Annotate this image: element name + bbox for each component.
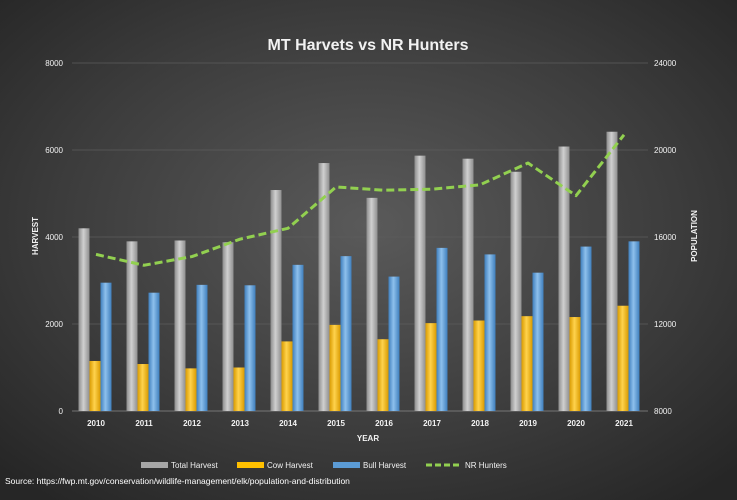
y2-tick-label: 20000: [654, 146, 677, 155]
bar-bull-harvest: [388, 276, 400, 411]
x-tick-label: 2013: [231, 419, 249, 428]
bar-bull-harvest: [196, 284, 208, 411]
x-tick-label: 2012: [183, 419, 201, 428]
bar-total-harvest: [318, 163, 330, 411]
legend-swatch-bull-harvest: [333, 462, 360, 468]
bar-total-harvest: [414, 155, 426, 411]
bar-cow-harvest: [569, 317, 581, 411]
bar-total-harvest: [126, 241, 138, 411]
bars-layer: [78, 131, 640, 412]
bar-bull-harvest: [580, 246, 592, 411]
bar-total-harvest: [366, 197, 378, 411]
bar-total-harvest: [222, 242, 234, 411]
y-tick-label: 0: [59, 407, 64, 416]
x-tick-label: 2017: [423, 419, 441, 428]
ticks-layer: 0 2000 4000 6000 8000 8000 12000 16000 20000 2400…: [45, 59, 677, 428]
y-tick-label: 4000: [45, 233, 63, 242]
bar-bull-harvest: [100, 282, 112, 411]
y-tick-label: 6000: [45, 146, 63, 155]
grid-layer: [72, 62, 648, 412]
y2-axis-title: POPULATION: [690, 210, 699, 262]
bar-bull-harvest: [436, 247, 448, 411]
y2-tick-label: 8000: [654, 407, 672, 416]
bar-cow-harvest: [377, 339, 389, 411]
x-tick-label: 2011: [135, 419, 153, 428]
bar-cow-harvest: [521, 316, 533, 411]
bar-bull-harvest: [484, 254, 496, 411]
chart-title: MT Harvets vs NR Hunters: [268, 37, 469, 54]
x-tick-label: 2020: [567, 419, 585, 428]
legend: Total Harvest Cow Harvest Bull Harvest NR H…: [141, 461, 507, 470]
legend-label-nr-hunters: NR Hunters: [465, 461, 507, 470]
bar-bull-harvest: [628, 241, 640, 411]
bar-total-harvest: [510, 171, 522, 411]
source-note: Source: https://fwp.mt.gov/conservation/…: [5, 476, 350, 486]
x-tick-label: 2016: [375, 419, 393, 428]
x-tick-label: 2015: [327, 419, 345, 428]
bar-cow-harvest: [185, 368, 197, 411]
bar-bull-harvest: [148, 292, 160, 411]
legend-label-total-harvest: Total Harvest: [171, 461, 218, 470]
line-layer: [95, 133, 626, 267]
legend-label-bull-harvest: Bull Harvest: [363, 461, 407, 470]
bar-cow-harvest: [233, 367, 245, 411]
y-axis-title: HARVEST: [31, 217, 40, 255]
x-tick-label: 2019: [519, 419, 537, 428]
bar-cow-harvest: [473, 320, 485, 411]
bar-total-harvest: [606, 131, 618, 412]
x-tick-label: 2010: [87, 419, 105, 428]
bar-cow-harvest: [281, 341, 293, 411]
bar-bull-harvest: [244, 285, 256, 411]
bar-bull-harvest: [532, 272, 544, 411]
line-nr-hunters: [95, 133, 626, 267]
y-tick-label: 2000: [45, 320, 63, 329]
x-tick-label: 2018: [471, 419, 489, 428]
y2-tick-label: 16000: [654, 233, 677, 242]
legend-swatch-total-harvest: [141, 462, 168, 468]
bar-cow-harvest: [137, 364, 149, 411]
legend-label-cow-harvest: Cow Harvest: [267, 461, 314, 470]
bar-bull-harvest: [340, 256, 352, 411]
bar-cow-harvest: [329, 324, 341, 411]
bar-total-harvest: [174, 240, 186, 411]
bar-total-harvest: [462, 158, 474, 411]
bar-cow-harvest: [425, 323, 437, 411]
x-axis-title: YEAR: [357, 434, 379, 443]
legend-swatch-cow-harvest: [237, 462, 264, 468]
bar-cow-harvest: [89, 360, 101, 411]
bar-total-harvest: [558, 146, 570, 411]
x-tick-label: 2021: [615, 419, 633, 428]
bar-bull-harvest: [292, 264, 304, 411]
x-tick-label: 2014: [279, 419, 297, 428]
y-tick-label: 8000: [45, 59, 63, 68]
bar-cow-harvest: [617, 305, 629, 411]
bar-total-harvest: [78, 228, 90, 411]
bar-total-harvest: [270, 190, 282, 411]
y2-tick-label: 12000: [654, 320, 677, 329]
y2-tick-label: 24000: [654, 59, 677, 68]
